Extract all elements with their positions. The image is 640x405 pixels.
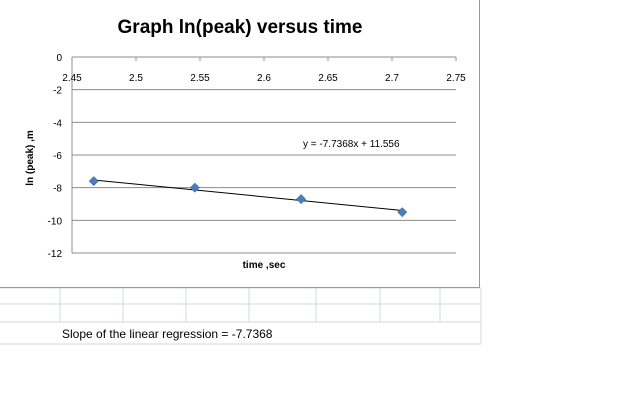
data-point-marker [88, 176, 99, 187]
linear-trendline [93, 179, 403, 211]
x-tick-label: 2.55 [190, 73, 210, 84]
chart-title: Graph ln(peak) versus time [118, 17, 363, 38]
regression-slope-note: Slope of the linear regression = -7.7368 [62, 327, 273, 341]
y-tick-label: -2 [53, 86, 62, 97]
y-axis-title: ln (peak) ,m [25, 130, 36, 186]
y-tick-label: -6 [53, 151, 62, 162]
y-tick-label: -8 [53, 184, 62, 195]
trendline-equation: y = -7.7368x + 11.556 [303, 139, 400, 150]
x-tick-label: 2.65 [318, 73, 338, 84]
data-point-marker [189, 182, 200, 193]
ln-peak-vs-time-chart[interactable]: Graph ln(peak) versus time ln (peak) ,m … [0, 0, 480, 288]
chart-area[interactable]: Graph ln(peak) versus time ln (peak) ,m … [0, 0, 480, 288]
x-tick-label: 2.5 [129, 73, 143, 84]
x-tick-label: 2.6 [257, 73, 271, 84]
x-tick-label: 2.75 [446, 73, 466, 84]
y-tick-label: -10 [48, 216, 63, 227]
data-point-marker [397, 207, 408, 218]
x-tick-label: 2.45 [62, 73, 82, 84]
y-tick-label: -12 [48, 249, 63, 260]
y-tick-label: 0 [56, 53, 62, 64]
y-tick-label: -4 [53, 118, 62, 129]
data-point-marker [296, 194, 307, 205]
x-axis-title: time ,sec [243, 260, 286, 271]
x-tick-label: 2.7 [385, 73, 399, 84]
